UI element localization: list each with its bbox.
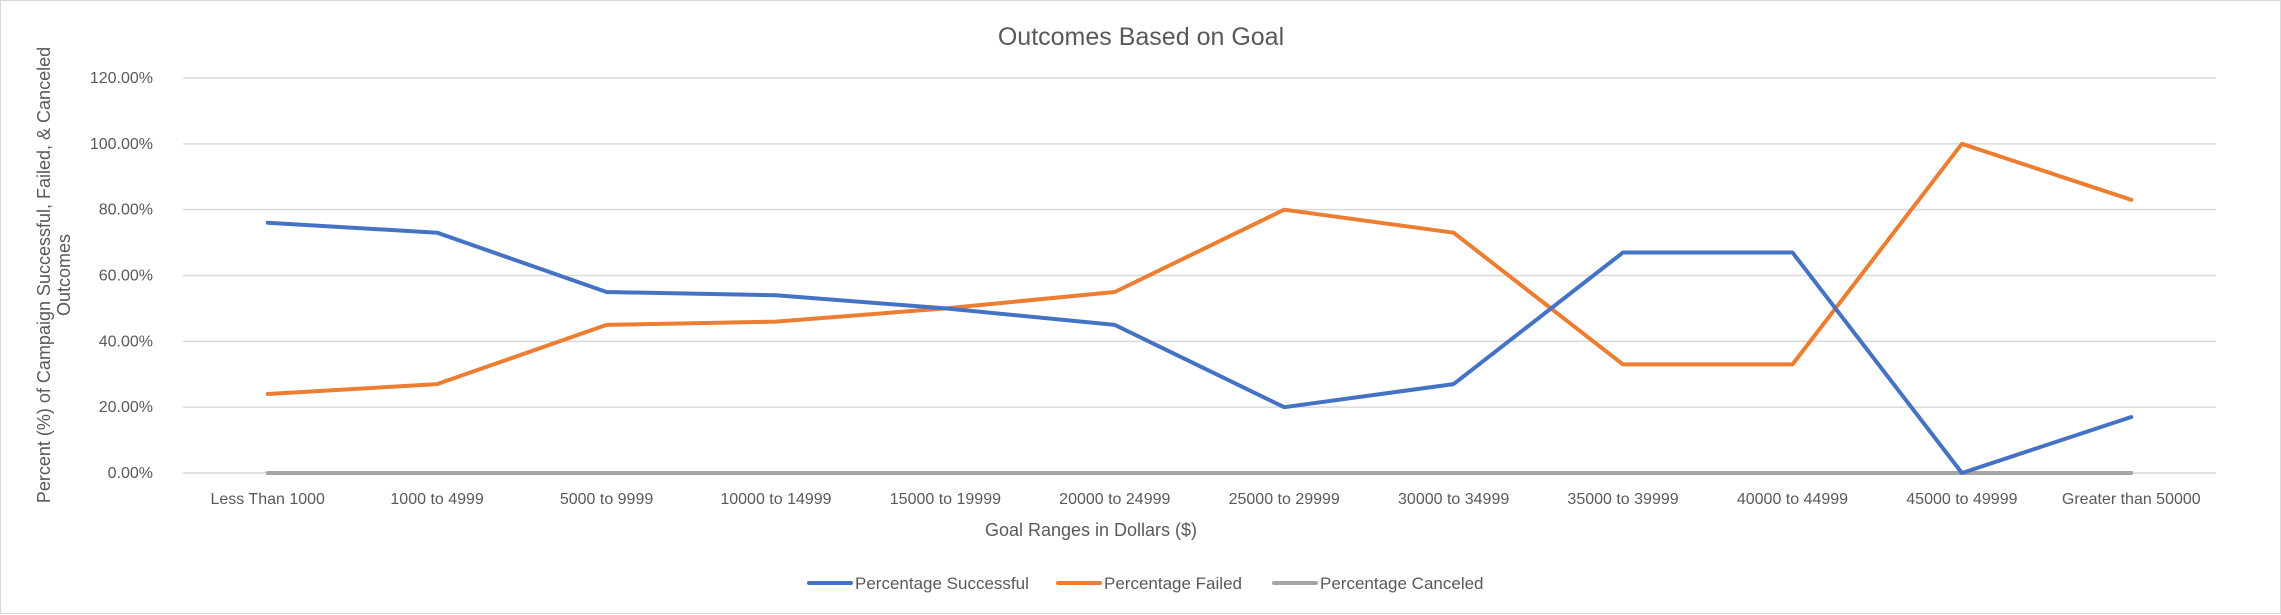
legend: Percentage Successful Percentage Failed Pe… (807, 574, 1484, 593)
y-tick-label: 100.00% (90, 136, 153, 153)
x-tick-label: 20000 to 24999 (1059, 491, 1170, 508)
x-axis-ticks: Less Than 1000 1000 to 4999 5000 to 9999 10… (210, 491, 2200, 508)
y-axis-title-text: Percent (%) of Campaign Successful, Fail… (34, 47, 74, 503)
x-tick-label: 30000 to 34999 (1398, 491, 1509, 508)
y-axis-ticks: 0.00% 20.00% 40.00% 60.00% 80.00% 100.00% 120.… (90, 70, 153, 482)
x-tick-label: Greater than 50000 (2062, 491, 2201, 508)
x-tick-label: 35000 to 39999 (1567, 491, 1678, 508)
gridlines (183, 77, 2216, 474)
legend-label: Percentage Successful (855, 574, 1029, 593)
y-tick-label: 0.00% (108, 465, 153, 482)
x-tick-label: 10000 to 14999 (720, 491, 831, 508)
legend-label: Percentage Failed (1104, 574, 1242, 593)
y-tick-label: 40.00% (99, 333, 153, 350)
chart-title: Outcomes Based on Goal (998, 23, 1284, 51)
x-tick-label: 5000 to 9999 (560, 491, 654, 508)
x-tick-label: 15000 to 19999 (890, 491, 1001, 508)
y-tick-label: 60.00% (99, 268, 153, 285)
x-tick-label: 40000 to 44999 (1737, 491, 1848, 508)
series-lines (265, 141, 2134, 475)
legend-label: Percentage Canceled (1320, 574, 1484, 593)
y-tick-label: 20.00% (99, 399, 153, 416)
x-tick-label: 45000 to 49999 (1906, 491, 2017, 508)
x-tick-label: Less Than 1000 (210, 491, 325, 508)
x-axis-title: Goal Ranges in Dollars ($) (985, 520, 1197, 540)
y-tick-label: 80.00% (99, 202, 153, 219)
y-axis-title: Percent (%) of Campaign Successful, Fail… (34, 47, 74, 503)
x-tick-label: 1000 to 4999 (390, 491, 484, 508)
series-line-percentage-failed (265, 141, 2134, 396)
x-tick-label: 25000 to 29999 (1229, 491, 1340, 508)
series-line-percentage-successful (265, 220, 2134, 475)
y-tick-label: 120.00% (90, 70, 153, 87)
